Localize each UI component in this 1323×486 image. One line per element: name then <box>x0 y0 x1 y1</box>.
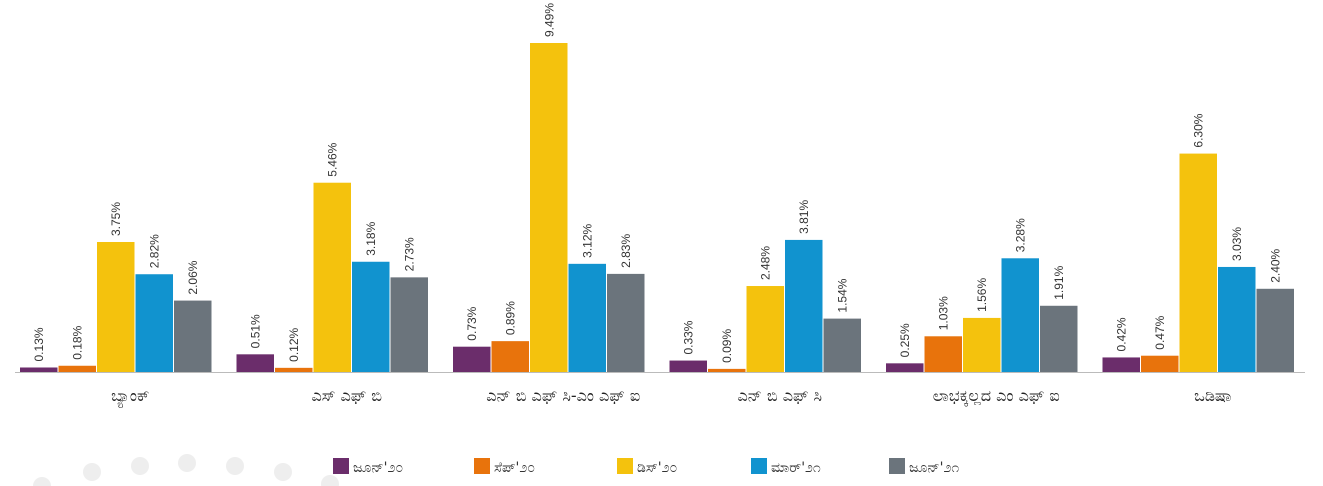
value-label: 0.51% <box>249 314 263 348</box>
bar <box>236 354 274 372</box>
bar <box>390 277 428 372</box>
value-label: 1.54% <box>836 278 850 312</box>
bar <box>746 286 784 372</box>
value-label: 0.13% <box>32 327 46 361</box>
legend-swatch <box>751 458 767 474</box>
category-label: ಎನ್ ಬಿ ಎಫ್ ಸಿ <box>737 386 822 405</box>
bar <box>135 274 173 372</box>
dot <box>178 454 196 472</box>
dot <box>33 477 51 486</box>
dot <box>321 475 339 486</box>
bar <box>568 263 606 372</box>
bar <box>1141 355 1179 372</box>
value-label: 1.91% <box>1052 265 1066 299</box>
bar <box>708 368 746 372</box>
bar <box>1256 288 1294 372</box>
legend-swatch <box>474 458 490 474</box>
bar <box>886 363 924 372</box>
bar <box>785 239 823 372</box>
bar <box>669 360 707 372</box>
value-label: 0.42% <box>1115 317 1129 351</box>
value-label: 2.73% <box>403 237 417 271</box>
bar <box>1218 266 1256 372</box>
value-label: 3.81% <box>797 200 811 234</box>
bar <box>963 317 1001 372</box>
bar <box>275 367 313 372</box>
bar <box>530 43 568 372</box>
dot <box>226 457 244 475</box>
bar <box>823 318 861 372</box>
category-label: ಬ್ಯಾಂಕ್ <box>111 386 149 408</box>
bar <box>352 261 390 372</box>
value-label: 1.03% <box>937 296 951 330</box>
legend-label: ಸೆಪ್'೨೦ <box>494 460 535 476</box>
value-label: 2.82% <box>148 234 162 268</box>
bar <box>1040 305 1078 372</box>
bar <box>174 300 212 372</box>
value-label: 0.73% <box>465 306 479 340</box>
value-label: 1.56% <box>975 278 989 312</box>
bar <box>1179 153 1217 372</box>
bar <box>453 346 491 372</box>
dot <box>274 463 292 481</box>
category-label: ಒಡಿಷಾ <box>1194 386 1231 405</box>
value-label: 0.09% <box>720 329 734 363</box>
value-label: 3.75% <box>109 202 123 236</box>
value-label: 2.06% <box>186 260 200 294</box>
dot <box>131 457 149 475</box>
bar <box>97 241 135 372</box>
value-label: 5.46% <box>326 142 340 176</box>
bar <box>491 341 529 372</box>
legend-label: ಮಾರ್'೨೧ <box>771 460 821 476</box>
value-label: 2.83% <box>619 234 633 268</box>
value-label: 3.12% <box>581 223 595 257</box>
bar <box>58 365 96 372</box>
value-label: 0.33% <box>682 320 696 354</box>
decoration <box>33 454 339 486</box>
value-label: 3.03% <box>1230 227 1244 261</box>
category-label: ಎಸ್ ಎಫ್ ಬಿ <box>311 386 382 405</box>
legend-swatch <box>889 458 905 474</box>
dot <box>83 463 101 481</box>
legend-label: ಜೂನ್'೨೧ <box>909 460 959 476</box>
value-label: 0.25% <box>898 323 912 357</box>
value-label: 3.18% <box>364 221 378 255</box>
legend-label: ಡಿಸ್'೨೦ <box>637 460 677 476</box>
legend-swatch <box>617 458 633 474</box>
bar <box>1102 357 1140 372</box>
value-label: 3.28% <box>1014 218 1028 252</box>
bar <box>924 336 962 372</box>
legend-label: ಜೂನ್'೨೦ <box>353 460 403 476</box>
value-label: 0.18% <box>71 325 85 359</box>
bar <box>313 182 351 372</box>
value-label: 9.49% <box>542 3 556 37</box>
value-label: 0.12% <box>287 327 301 361</box>
value-label: 0.47% <box>1153 315 1167 349</box>
category-label: ಲಾಭಕ್ಕಲ್ಲದ ಎಂ ಎಫ್ ಐ <box>933 386 1060 406</box>
category-label: ಎನ್ ಬಿ ಎಫ್ ಸಿ-ಎಂ ಎಫ್ ಐ <box>486 386 640 405</box>
legend-swatch <box>333 458 349 474</box>
bar <box>20 367 58 372</box>
value-label: 0.89% <box>504 301 518 335</box>
bar <box>1001 258 1039 372</box>
value-label: 6.30% <box>1192 113 1206 147</box>
value-label: 2.48% <box>759 246 773 280</box>
bar <box>607 273 645 372</box>
value-label: 2.40% <box>1269 248 1283 282</box>
